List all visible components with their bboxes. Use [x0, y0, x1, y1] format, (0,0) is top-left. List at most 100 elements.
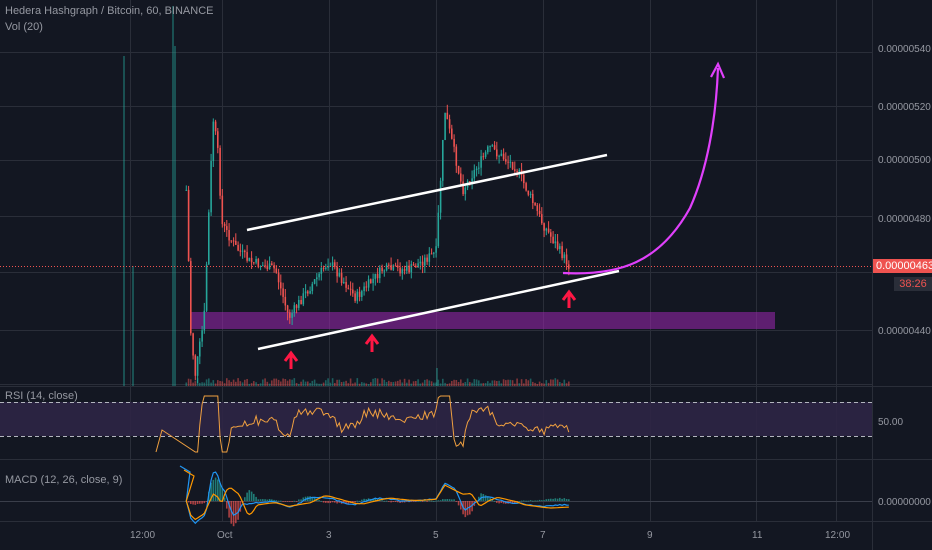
macd-histogram-bar	[365, 499, 368, 501]
candlestick-series	[185, 104, 570, 384]
volume-bar	[320, 383, 323, 386]
macd-histogram-bar	[322, 501, 325, 503]
macd-histogram-bar	[446, 499, 449, 501]
macd-histogram-bar	[264, 499, 266, 501]
candle-body	[397, 265, 399, 268]
macd-histogram-bar	[448, 499, 451, 501]
volume-bar	[502, 379, 505, 386]
volume-bar	[545, 380, 548, 386]
candle-body	[304, 291, 307, 294]
candle-body	[311, 283, 314, 292]
candle-body	[289, 312, 291, 318]
volume-bar	[194, 381, 197, 386]
candle-body	[532, 193, 534, 203]
volume-bar	[237, 378, 239, 386]
candle-body	[300, 300, 302, 305]
macd-histogram-bar	[302, 497, 305, 501]
volume-bar	[399, 379, 401, 386]
macd-histogram-bar	[471, 501, 473, 512]
volume-bar	[132, 266, 134, 386]
price-tick: 0.00000480	[878, 214, 931, 225]
volume-bar	[302, 379, 305, 386]
volume-bar	[282, 378, 284, 386]
macd-histogram-bar	[397, 501, 399, 503]
candle-body	[356, 291, 359, 301]
volume-bar	[511, 380, 514, 386]
macd-histogram-bar	[250, 491, 253, 501]
candle-body	[255, 259, 257, 263]
volume-bar	[307, 381, 309, 386]
candle-body	[275, 268, 278, 273]
channel-upper-trendline[interactable]	[246, 153, 608, 232]
candle-body	[442, 140, 444, 181]
candle-body	[523, 174, 525, 184]
macd-histogram-bar	[196, 501, 199, 504]
macd-histogram-bar	[518, 501, 521, 502]
volume-bar	[563, 379, 566, 386]
volume-bar	[390, 381, 392, 386]
volume-bar	[489, 382, 491, 386]
macd-histogram-bar	[444, 499, 446, 501]
volume-bar	[401, 382, 404, 386]
projection-curve[interactable]	[562, 67, 720, 275]
candle-body	[205, 264, 208, 311]
macd-histogram-bar	[271, 499, 273, 501]
volume-bar	[345, 380, 347, 386]
macd-histogram-bar	[426, 501, 428, 502]
volume-bar	[385, 382, 388, 386]
macd-histogram-bar	[262, 499, 264, 501]
macd-histogram-bar	[437, 500, 440, 502]
volume-bar	[123, 56, 125, 386]
price-axis[interactable]: 0.00000540 0.00000520 0.00000500 0.00000…	[878, 44, 931, 508]
candle-body	[568, 264, 570, 269]
candle-body	[190, 261, 192, 334]
volume-bar	[275, 378, 278, 386]
candle-body	[349, 288, 352, 290]
macd-histogram-bar	[478, 496, 480, 501]
candle-body	[365, 286, 368, 288]
volume-bar	[455, 380, 458, 386]
chart-title[interactable]: Hedera Hashgraph / Bitcoin, 60, BINANCE	[5, 5, 214, 17]
macd-histogram-bar	[358, 500, 361, 502]
macd-histogram-bar	[289, 501, 291, 502]
candle-body	[361, 291, 363, 297]
candle-body	[489, 146, 491, 148]
support-zone[interactable]	[191, 312, 775, 329]
arrow-up-icon[interactable]	[364, 333, 380, 352]
volume-bar	[241, 382, 244, 386]
candle-body	[478, 167, 480, 169]
volume-bar	[365, 383, 368, 386]
candle-body	[268, 263, 271, 270]
candle-body	[264, 265, 266, 267]
volume-bar	[415, 381, 417, 386]
candle-body	[381, 267, 383, 272]
volume-bar	[442, 378, 444, 386]
macd-histogram-bar	[248, 490, 251, 501]
arrow-up-icon[interactable]	[561, 289, 577, 308]
macd-histogram-bar	[534, 500, 536, 502]
volume-bar	[221, 381, 224, 386]
macd-histogram-bar	[511, 501, 514, 504]
candle-body	[518, 169, 521, 172]
volume-bar	[214, 383, 217, 386]
volume-bar	[505, 380, 507, 386]
volume-bar	[298, 383, 300, 386]
volume-bar	[370, 382, 372, 386]
time-axis[interactable]: 12:00 Oct 3 5 7 9 11 12:00	[130, 530, 850, 541]
volume-bar	[473, 379, 476, 386]
volume-legend[interactable]: Vol (20)	[5, 21, 43, 33]
macd-histogram-bar	[223, 497, 226, 501]
macd-legend[interactable]: MACD (12, 26, close, 9)	[5, 474, 123, 486]
candle-body	[545, 228, 548, 231]
macd-histogram-bar	[561, 498, 563, 501]
rsi-legend[interactable]: RSI (14, close)	[5, 390, 78, 402]
channel-lower-trendline[interactable]	[257, 269, 620, 351]
volume-bar	[257, 384, 260, 386]
volume-bar	[228, 380, 230, 386]
arrow-up-icon[interactable]	[283, 350, 299, 369]
time-tick: 9	[647, 530, 653, 541]
volume-bar	[309, 383, 311, 386]
current-price-badge: 0.00000463	[873, 259, 932, 273]
candle-body	[291, 313, 293, 318]
